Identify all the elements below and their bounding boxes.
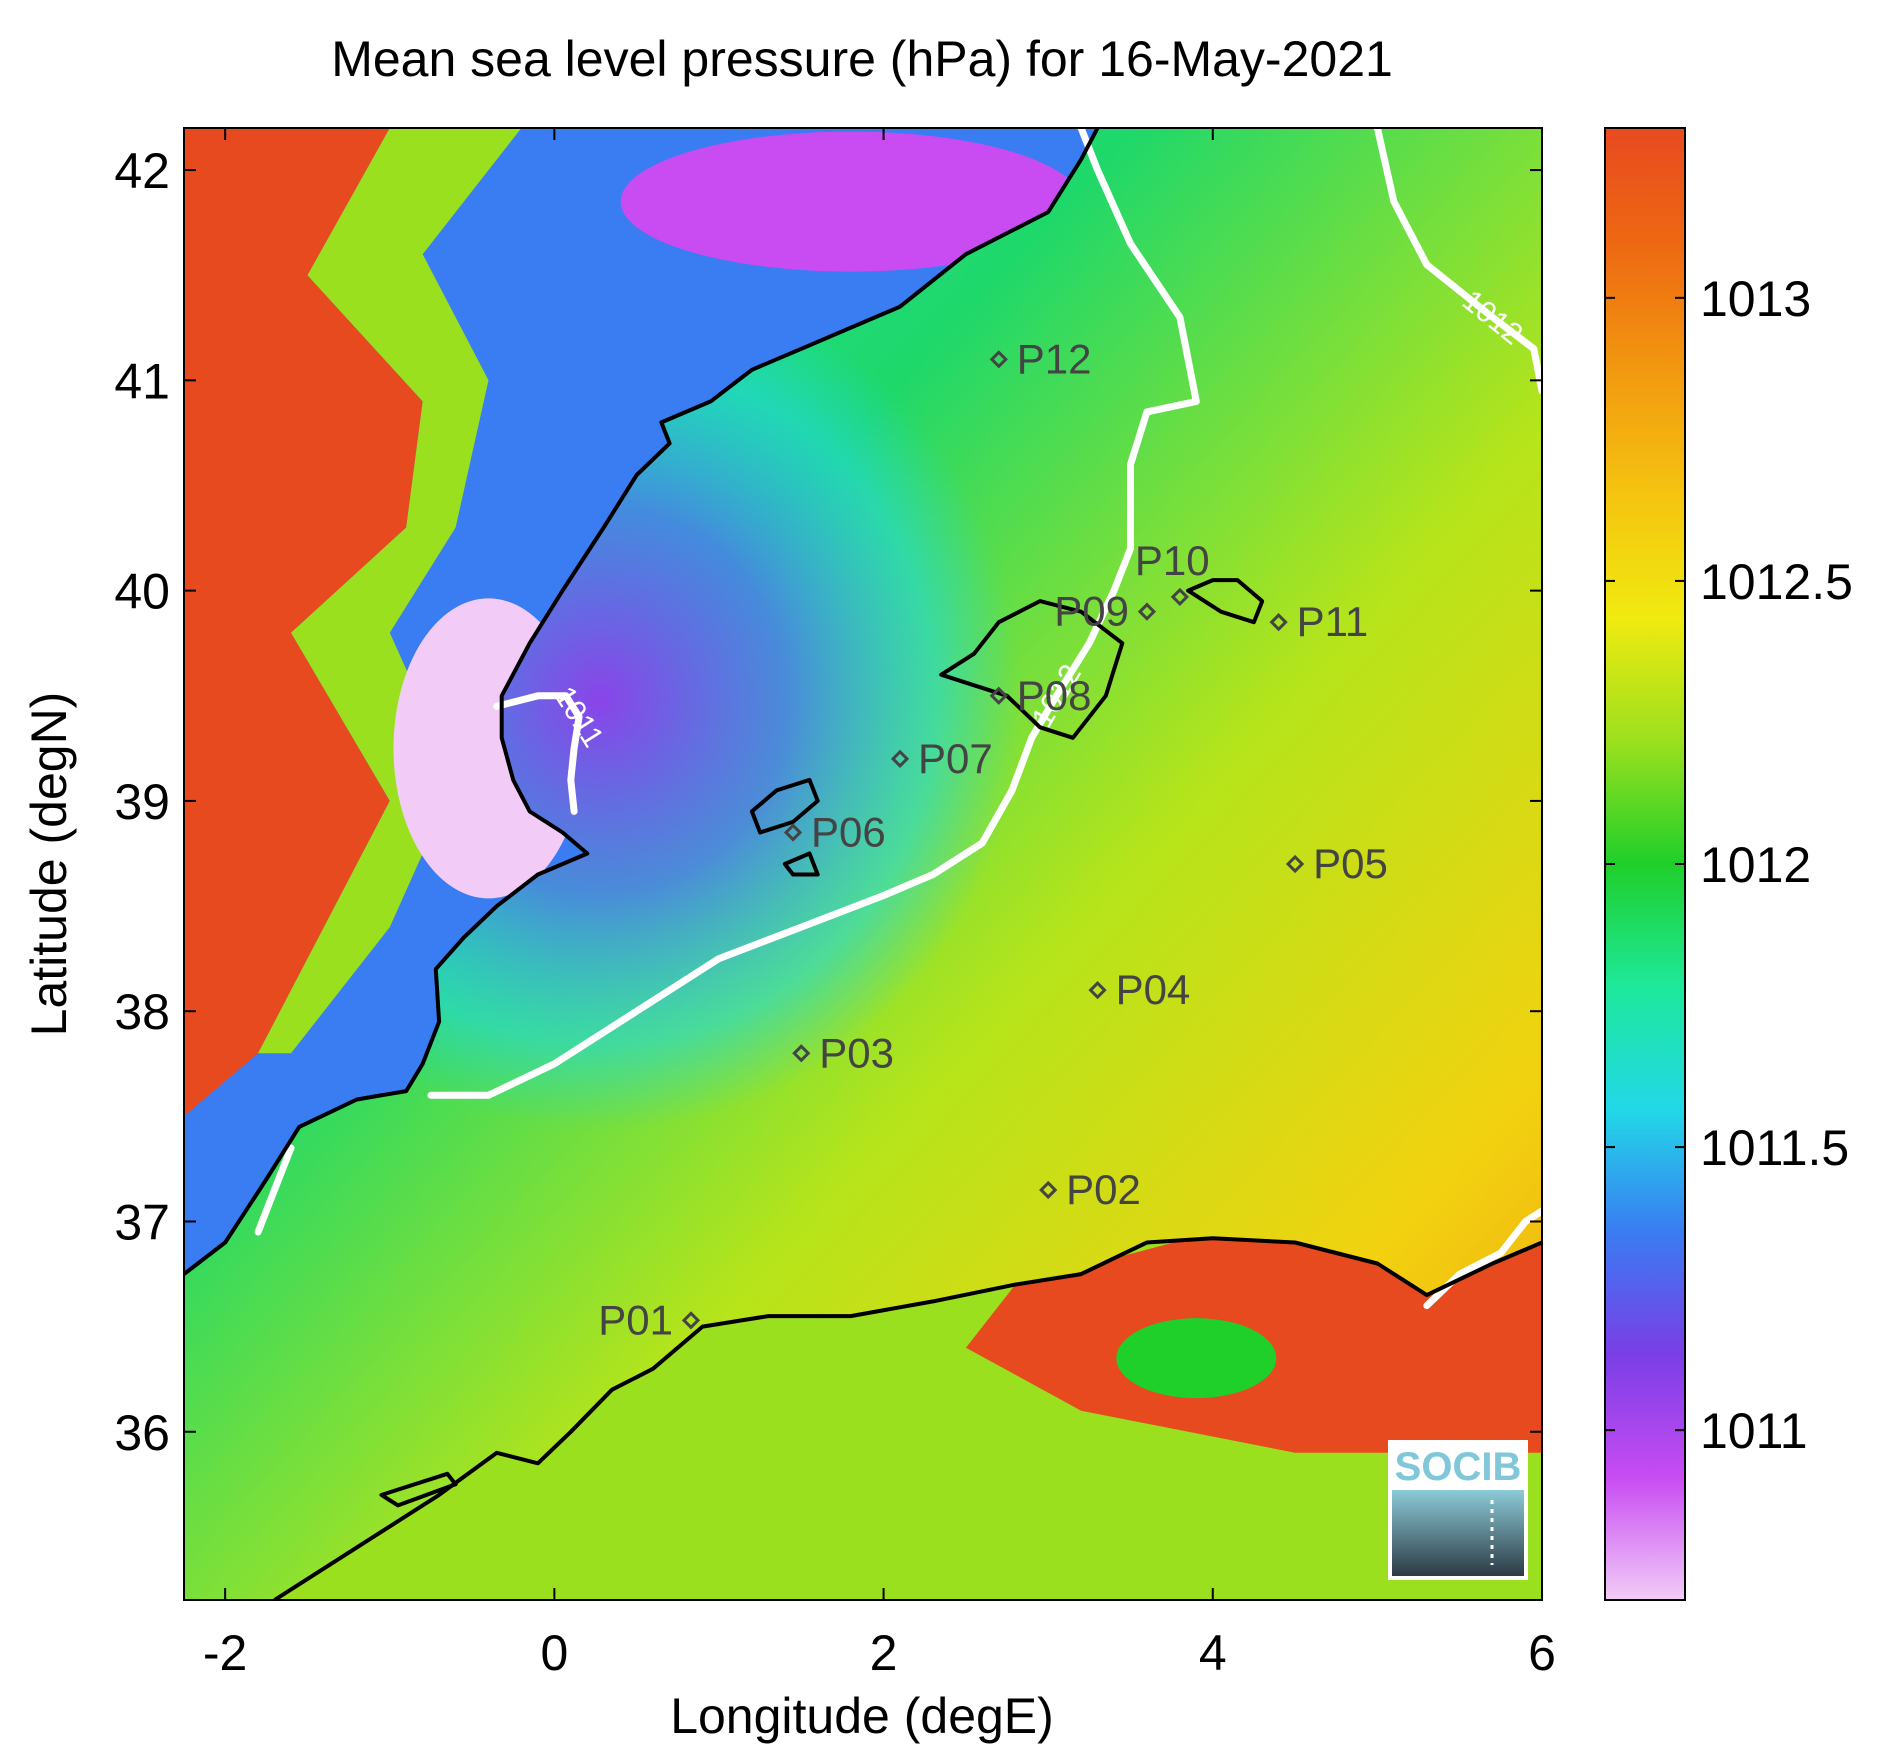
x-axis-label: Longitude (degE) [670, 1688, 1054, 1744]
station-marker [989, 686, 1008, 705]
station-label: P07 [918, 735, 993, 782]
y-axis: 36 37 38 39 40 41 42 [114, 143, 1542, 1461]
plot-frame [183, 127, 1543, 1601]
station-marker [792, 1044, 811, 1063]
colorbar-tick-label: 1011 [1700, 1403, 1808, 1459]
logo-text: SOCIB [1395, 1445, 1522, 1489]
station-marker [1269, 613, 1288, 632]
coastline [184, 128, 1542, 1600]
coastline-iberia [184, 128, 1100, 1276]
colorbar-gradient [1605, 128, 1685, 1600]
station-label: P04 [1116, 966, 1191, 1013]
y-tick-label: 39 [114, 774, 170, 830]
y-tick-label: 42 [114, 143, 170, 199]
x-tick-label: 0 [540, 1625, 568, 1681]
x-tick-label: 6 [1528, 1625, 1556, 1681]
station-label: P11 [1297, 598, 1369, 645]
coastline-menorca [1186, 578, 1265, 625]
x-tick-label: 4 [1199, 1625, 1227, 1681]
y-tick-label: 38 [114, 984, 170, 1040]
coastline-alboran-islet [379, 1471, 458, 1508]
y-tick-label: 36 [114, 1405, 170, 1461]
station-marker [1039, 1180, 1058, 1200]
isobar-1012-line [254, 1144, 295, 1236]
chart-title: Mean sea level pressure (hPa) for 16-May… [331, 31, 1393, 87]
station-marker [1170, 587, 1189, 607]
x-tick-label: 2 [870, 1625, 898, 1681]
isobar-1012-line [1373, 128, 1542, 395]
colorbar-tick-label: 1012.5 [1700, 554, 1853, 610]
station-label: P03 [819, 1029, 894, 1076]
colorbar-tick-label: 1012 [1700, 837, 1811, 893]
x-tick-label: -2 [203, 1625, 247, 1681]
y-axis-label: Latitude (degN) [21, 692, 77, 1037]
station-label: P12 [1017, 335, 1092, 382]
socib-logo: SOCIB [1388, 1440, 1528, 1580]
station-label: P09 [1054, 588, 1129, 635]
station-label: P05 [1313, 840, 1388, 887]
isobar-1011-line [493, 692, 583, 815]
station-label: P08 [1017, 672, 1092, 719]
colorbar-tick-label: 1011.5 [1700, 1120, 1849, 1176]
coastline-formentera [782, 851, 820, 877]
station-marker [1088, 981, 1107, 1000]
station-label: P01 [598, 1296, 673, 1343]
coastline-ibiza [749, 777, 820, 835]
station-label: P02 [1066, 1166, 1141, 1213]
station-marker [890, 749, 910, 768]
y-tick-label: 37 [114, 1194, 170, 1250]
station-label: P10 [1135, 537, 1210, 584]
coastline-mallorca [939, 599, 1125, 740]
station-label: P06 [811, 808, 886, 855]
y-tick-label: 40 [114, 564, 170, 620]
isobar-1012-line [427, 128, 1200, 1099]
coastline-africa [273, 1236, 1542, 1600]
colorbar-ticks: 1011 1011.5 1012 1012.5 1013 [1605, 271, 1853, 1459]
station-marker [1137, 602, 1157, 621]
y-tick-label: 41 [114, 353, 170, 409]
station-marker [681, 1311, 701, 1330]
station-marker [1285, 854, 1305, 874]
colorbar-tick-label: 1013 [1700, 271, 1811, 327]
colorbar: 1011 1011.5 1012 1012.5 1013 [1604, 127, 1853, 1601]
station-marker [989, 350, 1008, 369]
station-marker [783, 823, 803, 842]
x-axis: -2 0 2 4 6 [203, 128, 1556, 1681]
